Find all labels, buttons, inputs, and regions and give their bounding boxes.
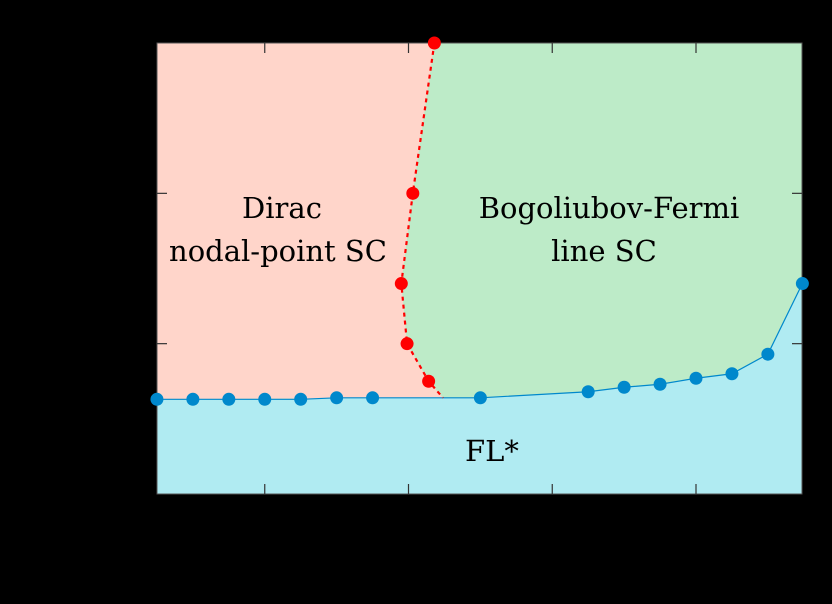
fl-star-region bbox=[157, 283, 802, 494]
fl-boundary-point bbox=[258, 392, 272, 406]
sc-transition-point bbox=[427, 36, 441, 50]
fl-boundary-point bbox=[150, 392, 164, 406]
data-series bbox=[150, 36, 809, 406]
fl-boundary-point bbox=[366, 391, 380, 405]
fl-boundary-point bbox=[617, 380, 631, 394]
sc-transition-point bbox=[422, 374, 436, 388]
fl-boundary-point bbox=[725, 367, 739, 381]
sc-transition-point bbox=[400, 337, 414, 351]
fl-boundary-point bbox=[222, 392, 236, 406]
fl-boundary-point bbox=[689, 371, 703, 385]
dirac-region bbox=[157, 43, 443, 400]
sc-transition-point bbox=[406, 186, 420, 200]
fl-boundary-point bbox=[330, 391, 344, 405]
phase-regions bbox=[157, 43, 802, 494]
bogoliubov-fermi-label-line1: Bogoliubov-Fermi bbox=[479, 191, 740, 225]
sc-transition-point bbox=[394, 277, 408, 291]
fl-boundary-point bbox=[473, 391, 487, 405]
fl-boundary-point bbox=[761, 347, 775, 361]
fl-boundary-point bbox=[581, 385, 595, 399]
fl-boundary-point bbox=[795, 277, 809, 291]
dirac-label-line2: nodal-point SC bbox=[169, 234, 387, 268]
fl-star-label: FL* bbox=[465, 434, 519, 468]
plot-frame bbox=[156, 42, 803, 495]
sc-transition-line bbox=[400, 42, 444, 399]
plot-border bbox=[156, 42, 803, 495]
bogoliubov-fermi-label-line2: line SC bbox=[551, 234, 657, 268]
fl-boundary-point bbox=[186, 392, 200, 406]
dirac-label-line1: Dirac bbox=[242, 191, 322, 225]
fl-boundary-point bbox=[653, 377, 667, 391]
fl-boundary-point bbox=[294, 392, 308, 406]
